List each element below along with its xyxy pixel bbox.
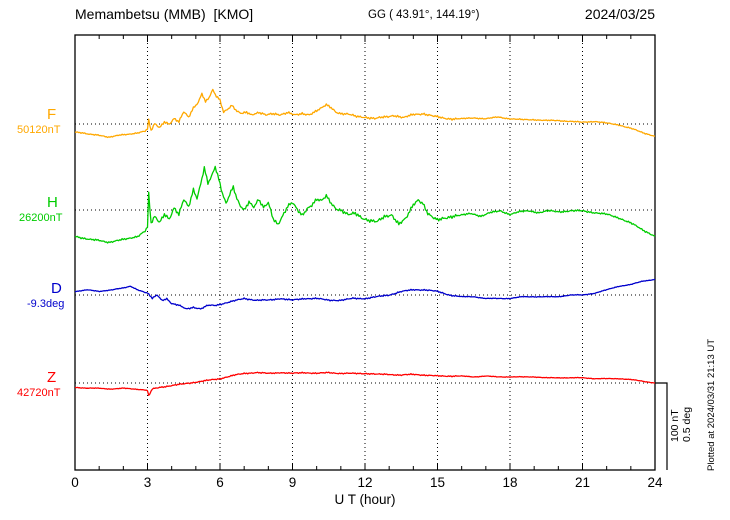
x-tick-label: 12 <box>357 475 373 490</box>
trace-H <box>74 165 656 244</box>
x-tick-label: 15 <box>429 475 446 490</box>
x-tick-label: 9 <box>288 475 297 490</box>
trace-ref-F: 50120nT <box>17 124 61 136</box>
trace-Z <box>74 371 656 396</box>
trace-ref-D: -9.3deg <box>27 298 65 310</box>
vertical-gridlines <box>147 35 583 470</box>
plot-frame <box>74 34 656 471</box>
trace-label-D: D <box>51 280 62 297</box>
trace-ref-H: 26200nT <box>19 212 63 224</box>
x-tick-label: 3 <box>143 475 152 490</box>
x-tick-label: 21 <box>574 475 591 490</box>
station-title: Memambetsu (MMB) [KMO] <box>75 6 254 22</box>
trace-label-F: F <box>47 106 57 123</box>
plot-date: 2024/03/25 <box>584 6 655 22</box>
x-axis-label: U T (hour) <box>334 492 396 507</box>
trace-label-Z: Z <box>47 369 57 386</box>
axis-tick-marks <box>98 35 632 470</box>
scale-label-deg: 0.5 deg <box>681 406 693 442</box>
plotted-timestamp: Plotted at 2024/03/31 21:13 UT <box>706 338 717 471</box>
x-axis-ticks: 0 3 6 9 12 15 18 21 24 <box>0 475 730 491</box>
trace-F <box>74 88 656 139</box>
geographic-coords: GG ( 43.91°, 144.19°) <box>368 9 480 21</box>
x-tick-label: 24 <box>647 475 663 490</box>
x-tick-label: 6 <box>216 475 224 490</box>
x-tick-label: 0 <box>71 475 79 490</box>
trace-D <box>74 278 656 310</box>
trace-baselines <box>75 123 655 384</box>
scale-label-nt: 100 nT <box>669 409 681 442</box>
scale-bracket <box>655 382 668 470</box>
trace-ref-Z: 42720nT <box>17 387 61 399</box>
traces <box>74 88 656 396</box>
trace-label-H: H <box>47 194 58 211</box>
x-tick-label: 18 <box>502 475 518 490</box>
